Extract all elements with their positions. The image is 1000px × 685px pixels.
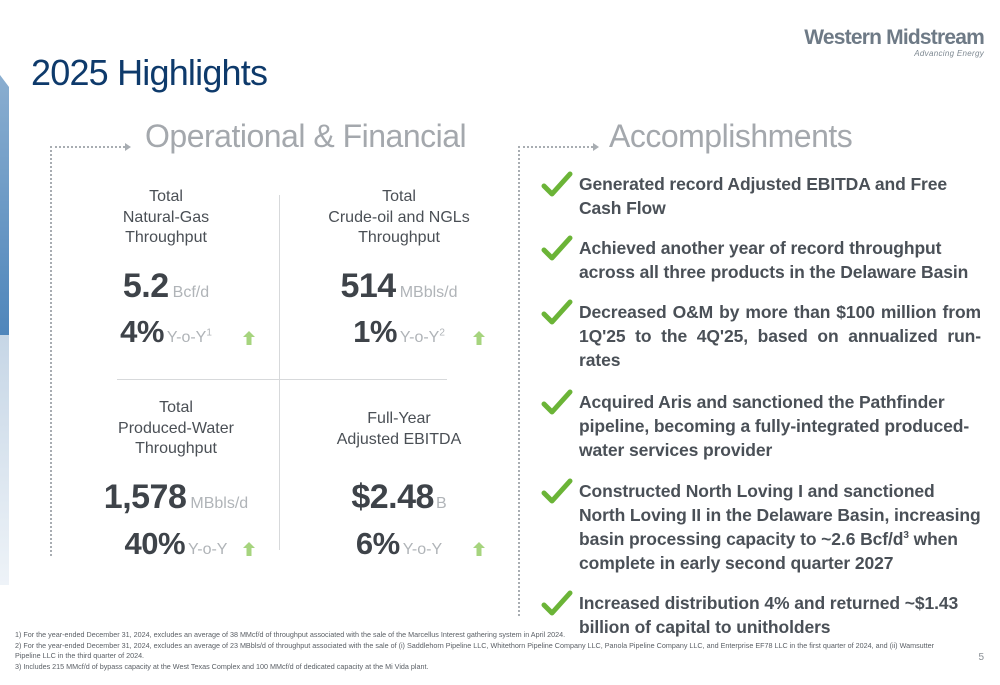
checkmark-icon — [541, 389, 573, 415]
metric-yoy-label: Y-o-Y — [403, 541, 442, 558]
yoy-text: Y-o-Y — [166, 329, 207, 346]
accomplishment-text: Constructed North Loving I and sanctione… — [579, 481, 981, 573]
checkmark-icon — [541, 478, 573, 504]
left-section-connector-vertical — [50, 146, 52, 556]
metric-yoy: 1% Y-o-Y2 — [294, 314, 504, 350]
right-section-connector-vertical — [518, 146, 520, 616]
metric-value-number: 514 — [340, 267, 396, 305]
up-arrow-icon — [473, 331, 485, 345]
metric-value: 1,578 MBbls/d — [71, 478, 281, 517]
metric-value-number: $2.48 — [351, 478, 434, 516]
left-accent-band — [0, 75, 9, 585]
metric-yoy-percent: 6% — [355, 526, 400, 561]
company-logo: Western Midstream Advancing Energy — [804, 26, 985, 58]
accomplishment-item: Decreased O&M by more than $100 million … — [541, 299, 981, 372]
checkmark-icon — [541, 299, 573, 325]
right-section-arrow-icon — [593, 143, 599, 151]
up-arrow-icon — [243, 542, 255, 556]
footnotes: 1) For the year-ended December 31, 2024,… — [15, 630, 945, 672]
checkmark-icon — [541, 171, 573, 197]
accomplishment-text: Acquired Aris and sanctioned the Pathfin… — [579, 392, 970, 460]
accomplishment-item: Increased distribution 4% and returned ~… — [541, 590, 981, 639]
accomplishment-item: Constructed North Loving I and sanctione… — [541, 478, 981, 575]
footnote: 3) Includes 215 MMcf/d of bypass capacit… — [15, 661, 429, 671]
metric-label-line: Total — [149, 188, 183, 205]
metric-label-line: Adjusted EBITDA — [336, 430, 462, 448]
metric-label: Total Crude-oil and NGLs Throughput — [294, 187, 504, 249]
accomplishment-text-part: when complete in early second quarter 20… — [579, 529, 958, 573]
metric-label: Total Produced-Water Throughput — [71, 398, 281, 460]
metric-label-line: Full-Year — [367, 410, 431, 427]
metric-yoy-label: Y-o-Y1 — [166, 327, 212, 346]
metric-value-unit: B — [435, 495, 447, 512]
footnote-ref: 1 — [206, 327, 212, 339]
metrics-vertical-divider — [279, 195, 280, 550]
accomplishment-text: Generated record Adjusted EBITDA and Fre… — [579, 174, 948, 218]
section-heading-accomplishments: Accomplishments — [609, 118, 853, 154]
accomplishment-text: Decreased O&M by more than $100 million … — [579, 302, 981, 370]
metric-yoy-percent: 1% — [353, 314, 397, 349]
metric-label-line: Total — [382, 188, 416, 205]
metric-yoy-percent: 4% — [120, 314, 164, 349]
metric-yoy-percent: 40% — [124, 526, 186, 561]
metric-value-number: 1,578 — [103, 478, 187, 516]
accomplishments-list: Generated record Adjusted EBITDA and Fre… — [541, 171, 981, 639]
page-number: 5 — [978, 652, 984, 663]
page-title: 2025 Highlights — [31, 52, 268, 93]
up-arrow-icon — [243, 331, 255, 345]
metric-label: Full-Year Adjusted EBITDA — [294, 409, 504, 450]
left-accent-band-blue — [0, 75, 9, 335]
yoy-text: Y-o-Y — [402, 541, 443, 558]
accomplishment-item: Acquired Aris and sanctioned the Pathfin… — [541, 389, 981, 462]
footnote: 2) For the year-ended December 31, 2024,… — [15, 640, 935, 661]
metric-label-line: Throughput — [135, 440, 217, 457]
yoy-text: Y-o-Y — [188, 541, 228, 558]
left-accent-band-light — [0, 335, 9, 585]
metric-value: 514 MBbls/d — [294, 267, 504, 306]
metric-value-unit: Bcf/d — [172, 284, 210, 301]
metric-value: $2.48 B — [294, 478, 504, 517]
metric-label-line: Throughput — [125, 229, 207, 246]
metrics-horizontal-divider — [117, 379, 447, 380]
left-section-arrow-icon — [125, 143, 131, 151]
metric-label-line: Throughput — [358, 229, 440, 246]
metric-value: 5.2 Bcf/d — [61, 267, 271, 306]
left-section-connector — [50, 146, 125, 148]
metric-value-unit: MBbls/d — [399, 284, 458, 301]
right-section-connector — [518, 146, 593, 148]
accomplishment-item: Generated record Adjusted EBITDA and Fre… — [541, 171, 981, 220]
checkmark-icon — [541, 590, 573, 616]
up-arrow-icon — [473, 542, 485, 556]
metric-label-line: Total — [159, 399, 193, 416]
checkmark-icon — [541, 235, 573, 261]
accomplishment-text: Increased distribution 4% and returned ~… — [579, 593, 959, 637]
logo-name: Western Midstream — [804, 26, 985, 49]
metric-crude-ngl-throughput: Total Crude-oil and NGLs Throughput 514 M… — [294, 187, 504, 362]
section-heading-operational: Operational & Financial — [145, 118, 467, 154]
accomplishment-text-part: Constructed North Loving I and sanctione… — [579, 481, 981, 549]
metric-produced-water-throughput: Total Produced-Water Throughput 1,578 MBb… — [71, 398, 281, 573]
metric-label-line: Crude-oil and NGLs — [328, 208, 470, 226]
metric-value-number: 5.2 — [122, 267, 169, 305]
metric-yoy-label: Y-o-Y — [188, 541, 227, 558]
metric-yoy: 40% Y-o-Y — [71, 526, 281, 562]
metric-natural-gas-throughput: Total Natural-Gas Throughput 5.2 Bcf/d 4%… — [61, 187, 271, 362]
footnote: 1) For the year-ended December 31, 2024,… — [15, 630, 566, 639]
metric-label-line: Natural-Gas — [122, 208, 210, 226]
metric-yoy-label: Y-o-Y2 — [399, 327, 445, 346]
metric-yoy: 4% Y-o-Y1 — [61, 314, 271, 350]
footnote-ref: 2 — [439, 327, 445, 339]
metric-value-unit: MBbls/d — [190, 495, 249, 512]
yoy-text: Y-o-Y — [399, 329, 440, 346]
logo-tagline: Advancing Energy — [914, 49, 984, 58]
accomplishment-text: Achieved another year of record throughp… — [579, 238, 969, 282]
metric-adjusted-ebitda: Full-Year Adjusted EBITDA $2.48 B 6% Y-o-Y — [294, 409, 504, 574]
metric-label-line: Produced-Water — [118, 419, 234, 437]
footnote-ref: 3 — [903, 530, 909, 542]
metric-label: Total Natural-Gas Throughput — [61, 187, 271, 249]
accomplishment-item: Achieved another year of record throughp… — [541, 235, 981, 284]
metric-yoy: 6% Y-o-Y — [294, 526, 504, 562]
